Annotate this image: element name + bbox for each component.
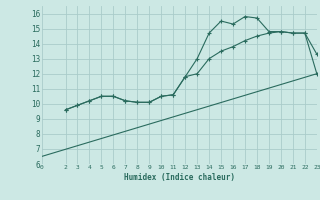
X-axis label: Humidex (Indice chaleur): Humidex (Indice chaleur) [124,173,235,182]
